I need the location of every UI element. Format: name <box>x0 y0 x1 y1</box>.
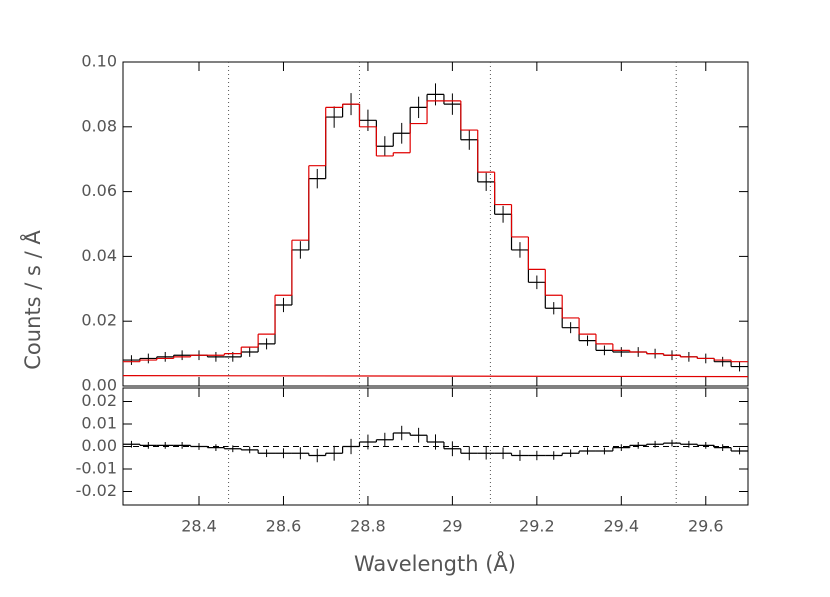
x-tick-label: 29.4 <box>603 517 639 536</box>
top-frame <box>122 61 749 387</box>
y-tick-label: 0.06 <box>81 181 117 200</box>
x-axis-label: Wavelength (Å) <box>354 550 516 576</box>
y-tick-label: 0.04 <box>81 246 117 265</box>
x-tick-label: 29.2 <box>519 517 555 536</box>
y-tick-label: 0.01 <box>81 414 117 433</box>
x-tick-label: 28.6 <box>266 517 302 536</box>
continuum-line <box>122 375 749 378</box>
y-tick-label: 0.08 <box>81 116 117 135</box>
y-tick-label: 0.10 <box>81 52 117 71</box>
y-tick-label: 0.02 <box>81 391 117 410</box>
y-tick-label: 0.02 <box>81 311 117 330</box>
x-tick-label: 28.4 <box>181 517 217 536</box>
y-tick-label: 0.00 <box>81 376 117 395</box>
x-tick-label: 28.8 <box>350 517 386 536</box>
y-tick-label: 0.00 <box>81 436 117 455</box>
y-tick-label: -0.01 <box>76 459 117 478</box>
x-tick-label: 29 <box>442 517 462 536</box>
x-tick-label: 29.6 <box>688 517 724 536</box>
y-tick-label: -0.02 <box>76 481 117 500</box>
y-axis-label: Counts / s / Å <box>19 230 45 370</box>
